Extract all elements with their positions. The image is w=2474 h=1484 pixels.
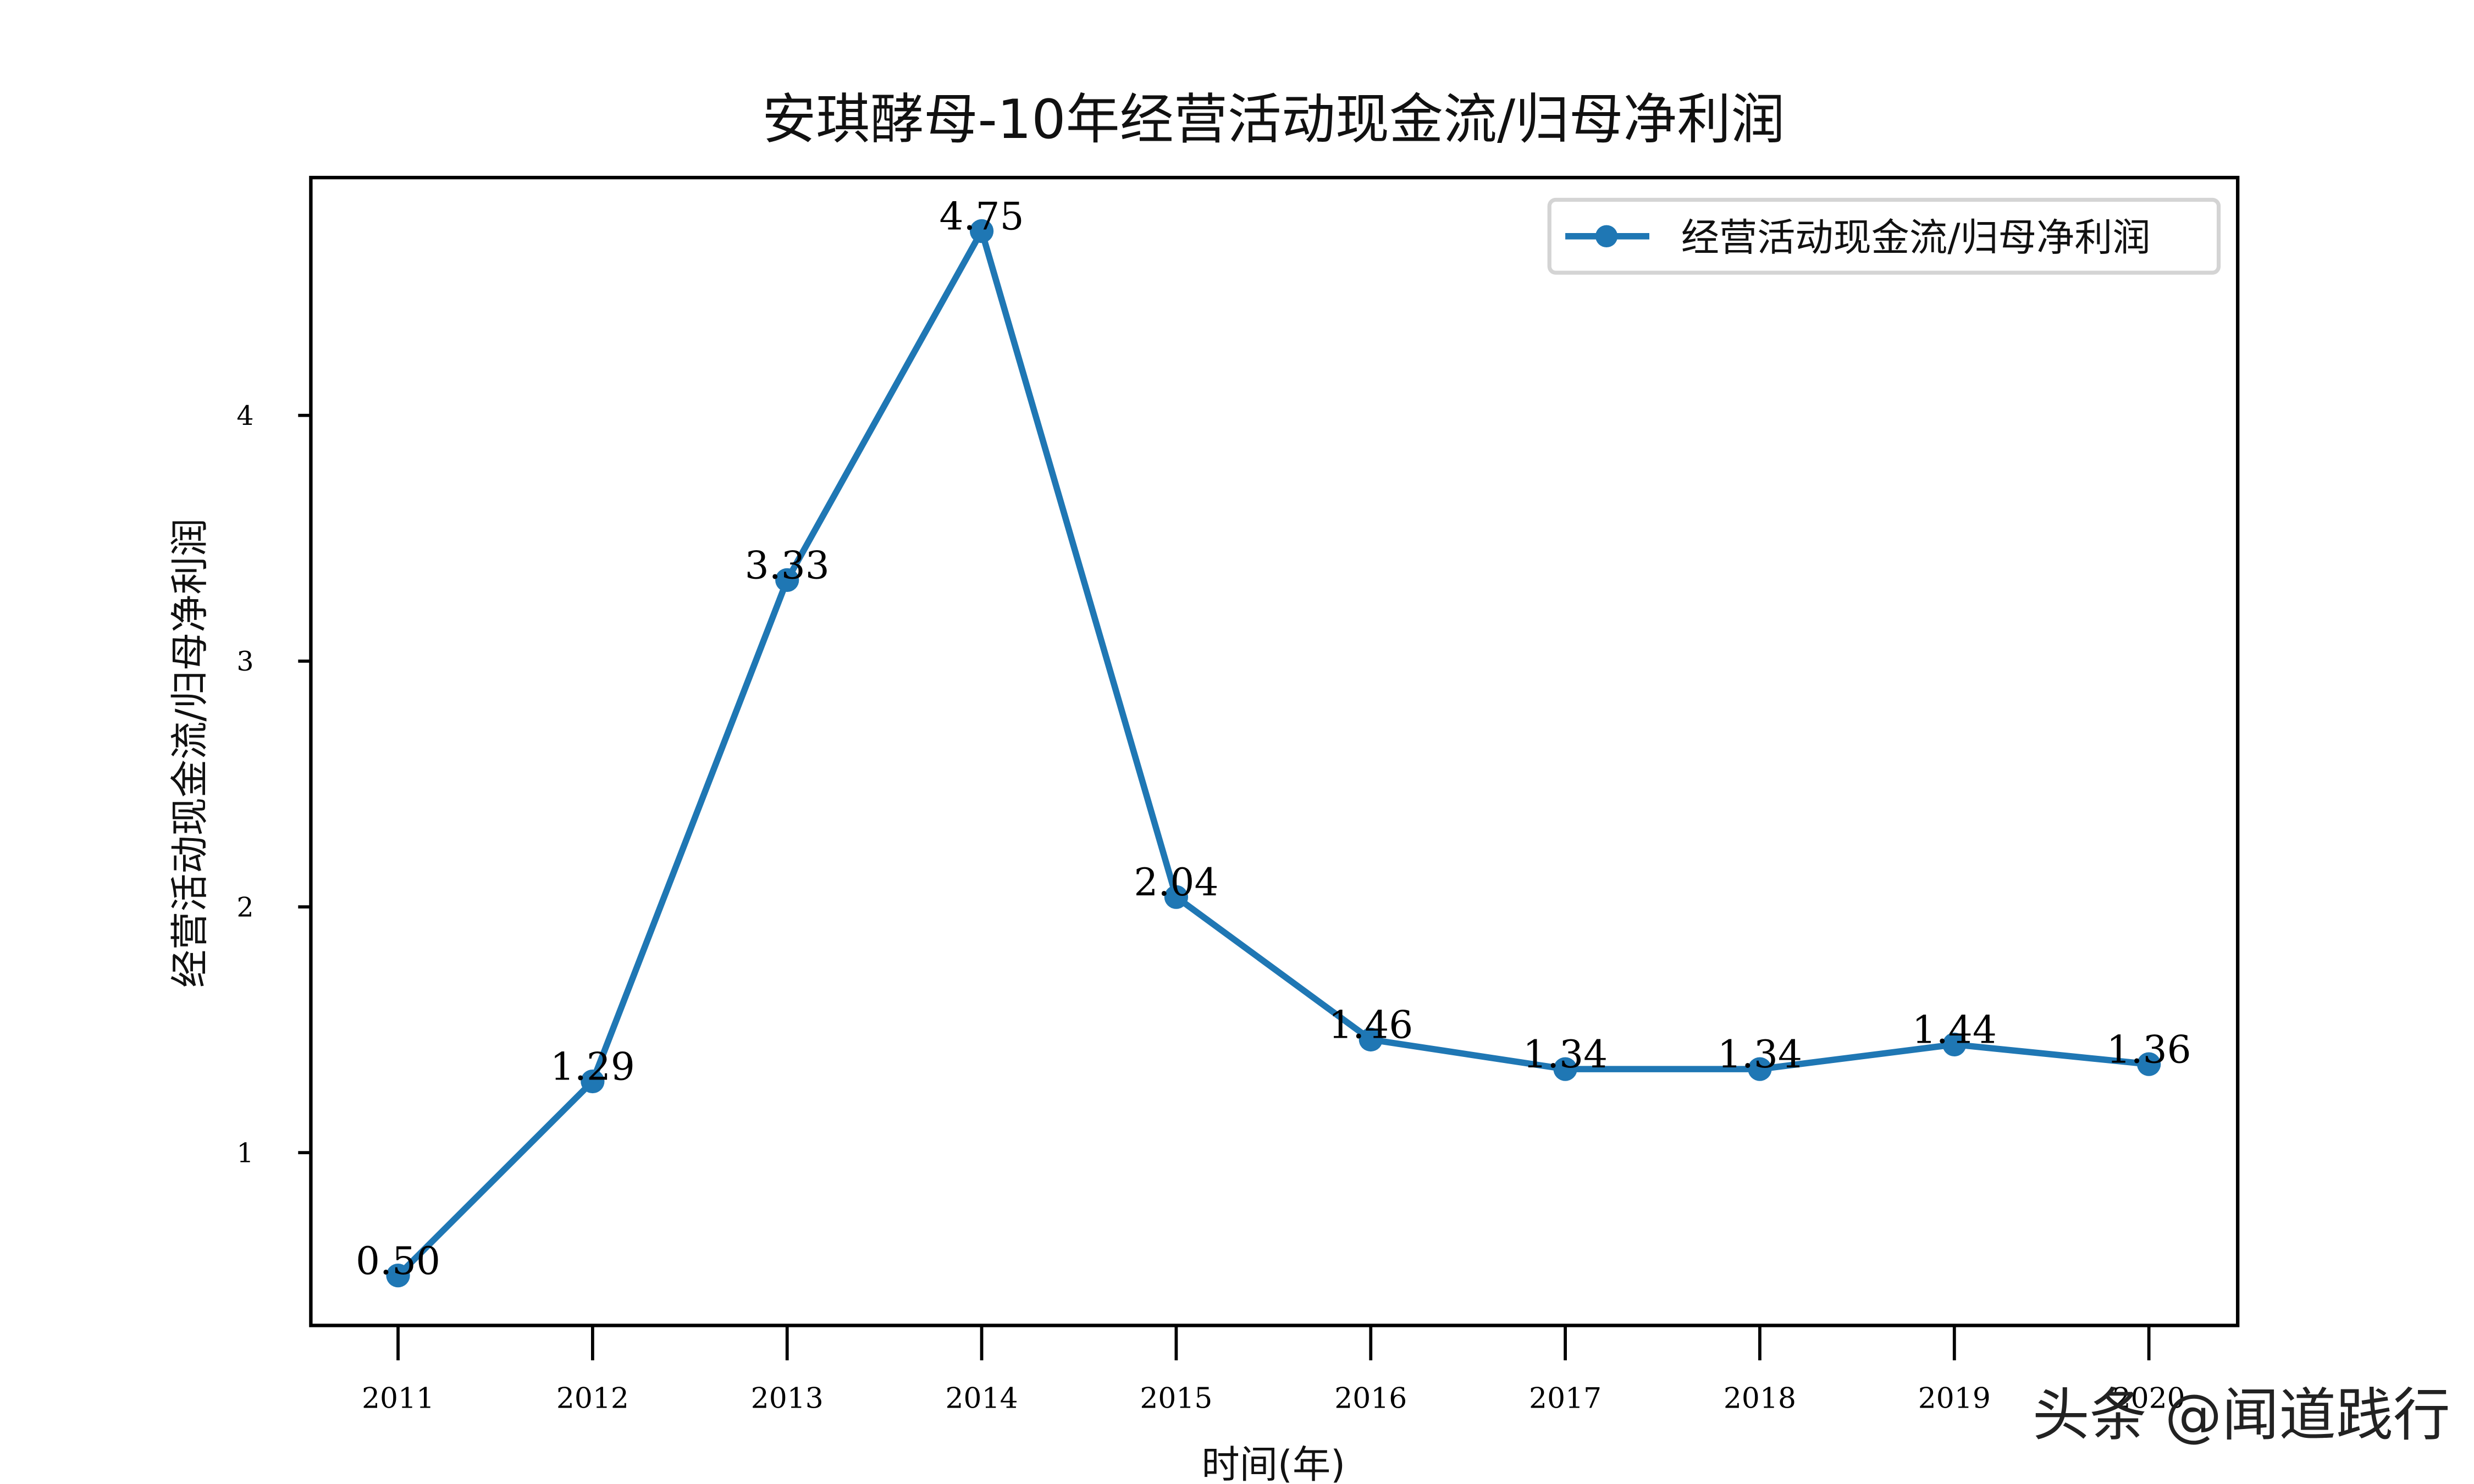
x-tick-label: 2016 xyxy=(1334,1382,1407,1415)
y-tick-label: 4 xyxy=(236,400,253,431)
data-point xyxy=(581,1069,605,1094)
x-axis-label: 时间(年) xyxy=(1202,1443,1346,1484)
x-tick-label: 2011 xyxy=(362,1382,434,1415)
data-label: 4.75 xyxy=(940,195,1024,239)
data-label: 1.44 xyxy=(1912,1009,1997,1053)
data-point xyxy=(1748,1057,1772,1081)
series-line xyxy=(395,228,2150,1278)
y-tick-label: 1 xyxy=(236,1137,253,1169)
y-tick-label: 3 xyxy=(236,645,253,677)
data-point xyxy=(1553,1057,1577,1081)
x-tick-label: 2017 xyxy=(1529,1382,1602,1415)
data-label: 2.04 xyxy=(1134,861,1218,905)
data-label: 1.36 xyxy=(2107,1028,2191,1072)
plot-area xyxy=(309,175,2240,1327)
x-axis-ticks: 2011 2012 2013 2014 2015 2016 2017 2018 2019 2020 xyxy=(362,1325,2185,1415)
y-axis-ticks: 1 2 3 4 xyxy=(236,400,311,1169)
x-tick-label: 2014 xyxy=(946,1382,1018,1415)
data-point xyxy=(969,219,994,243)
data-label: 1.46 xyxy=(1328,1004,1413,1048)
legend-label: 经营活动现金流/归母净利润 xyxy=(1681,216,2151,260)
legend: 经营活动现金流/归母净利润 xyxy=(1547,197,2221,275)
data-point xyxy=(775,568,799,592)
legend-marker-icon xyxy=(1595,225,1618,247)
data-point xyxy=(1359,1027,1383,1052)
data-label: 3.33 xyxy=(745,544,830,588)
chart-title: 安琪酵母-10年经营活动现金流/归母净利润 xyxy=(762,88,1785,151)
data-label: 1.34 xyxy=(1523,1033,1608,1077)
data-label: 1.29 xyxy=(550,1045,635,1089)
data-series xyxy=(386,219,2161,1288)
x-tick-label: 2019 xyxy=(1918,1382,1991,1415)
data-point xyxy=(1164,885,1189,909)
data-labels: 0.50 1.29 3.33 4.75 2.04 1.46 1.34 1.34 1.44 1.36 xyxy=(356,195,2191,1283)
x-tick-label: 2015 xyxy=(1140,1382,1212,1415)
data-label: 0.50 xyxy=(356,1239,440,1283)
data-point xyxy=(386,1264,410,1288)
data-point xyxy=(1942,1032,1967,1057)
x-tick-label: 2020 xyxy=(2113,1382,2185,1415)
data-point xyxy=(2137,1052,2161,1076)
x-tick-label: 2012 xyxy=(556,1382,629,1415)
watermark: 头条 @闻道践行 xyxy=(2033,1383,2450,1449)
y-axis-label: 经营活动现金流/归母净利润 xyxy=(168,518,212,988)
data-label: 1.34 xyxy=(1718,1033,1802,1077)
x-tick-label: 2018 xyxy=(1724,1382,1796,1415)
x-tick-label: 2013 xyxy=(751,1382,824,1415)
y-tick-label: 2 xyxy=(236,891,253,923)
